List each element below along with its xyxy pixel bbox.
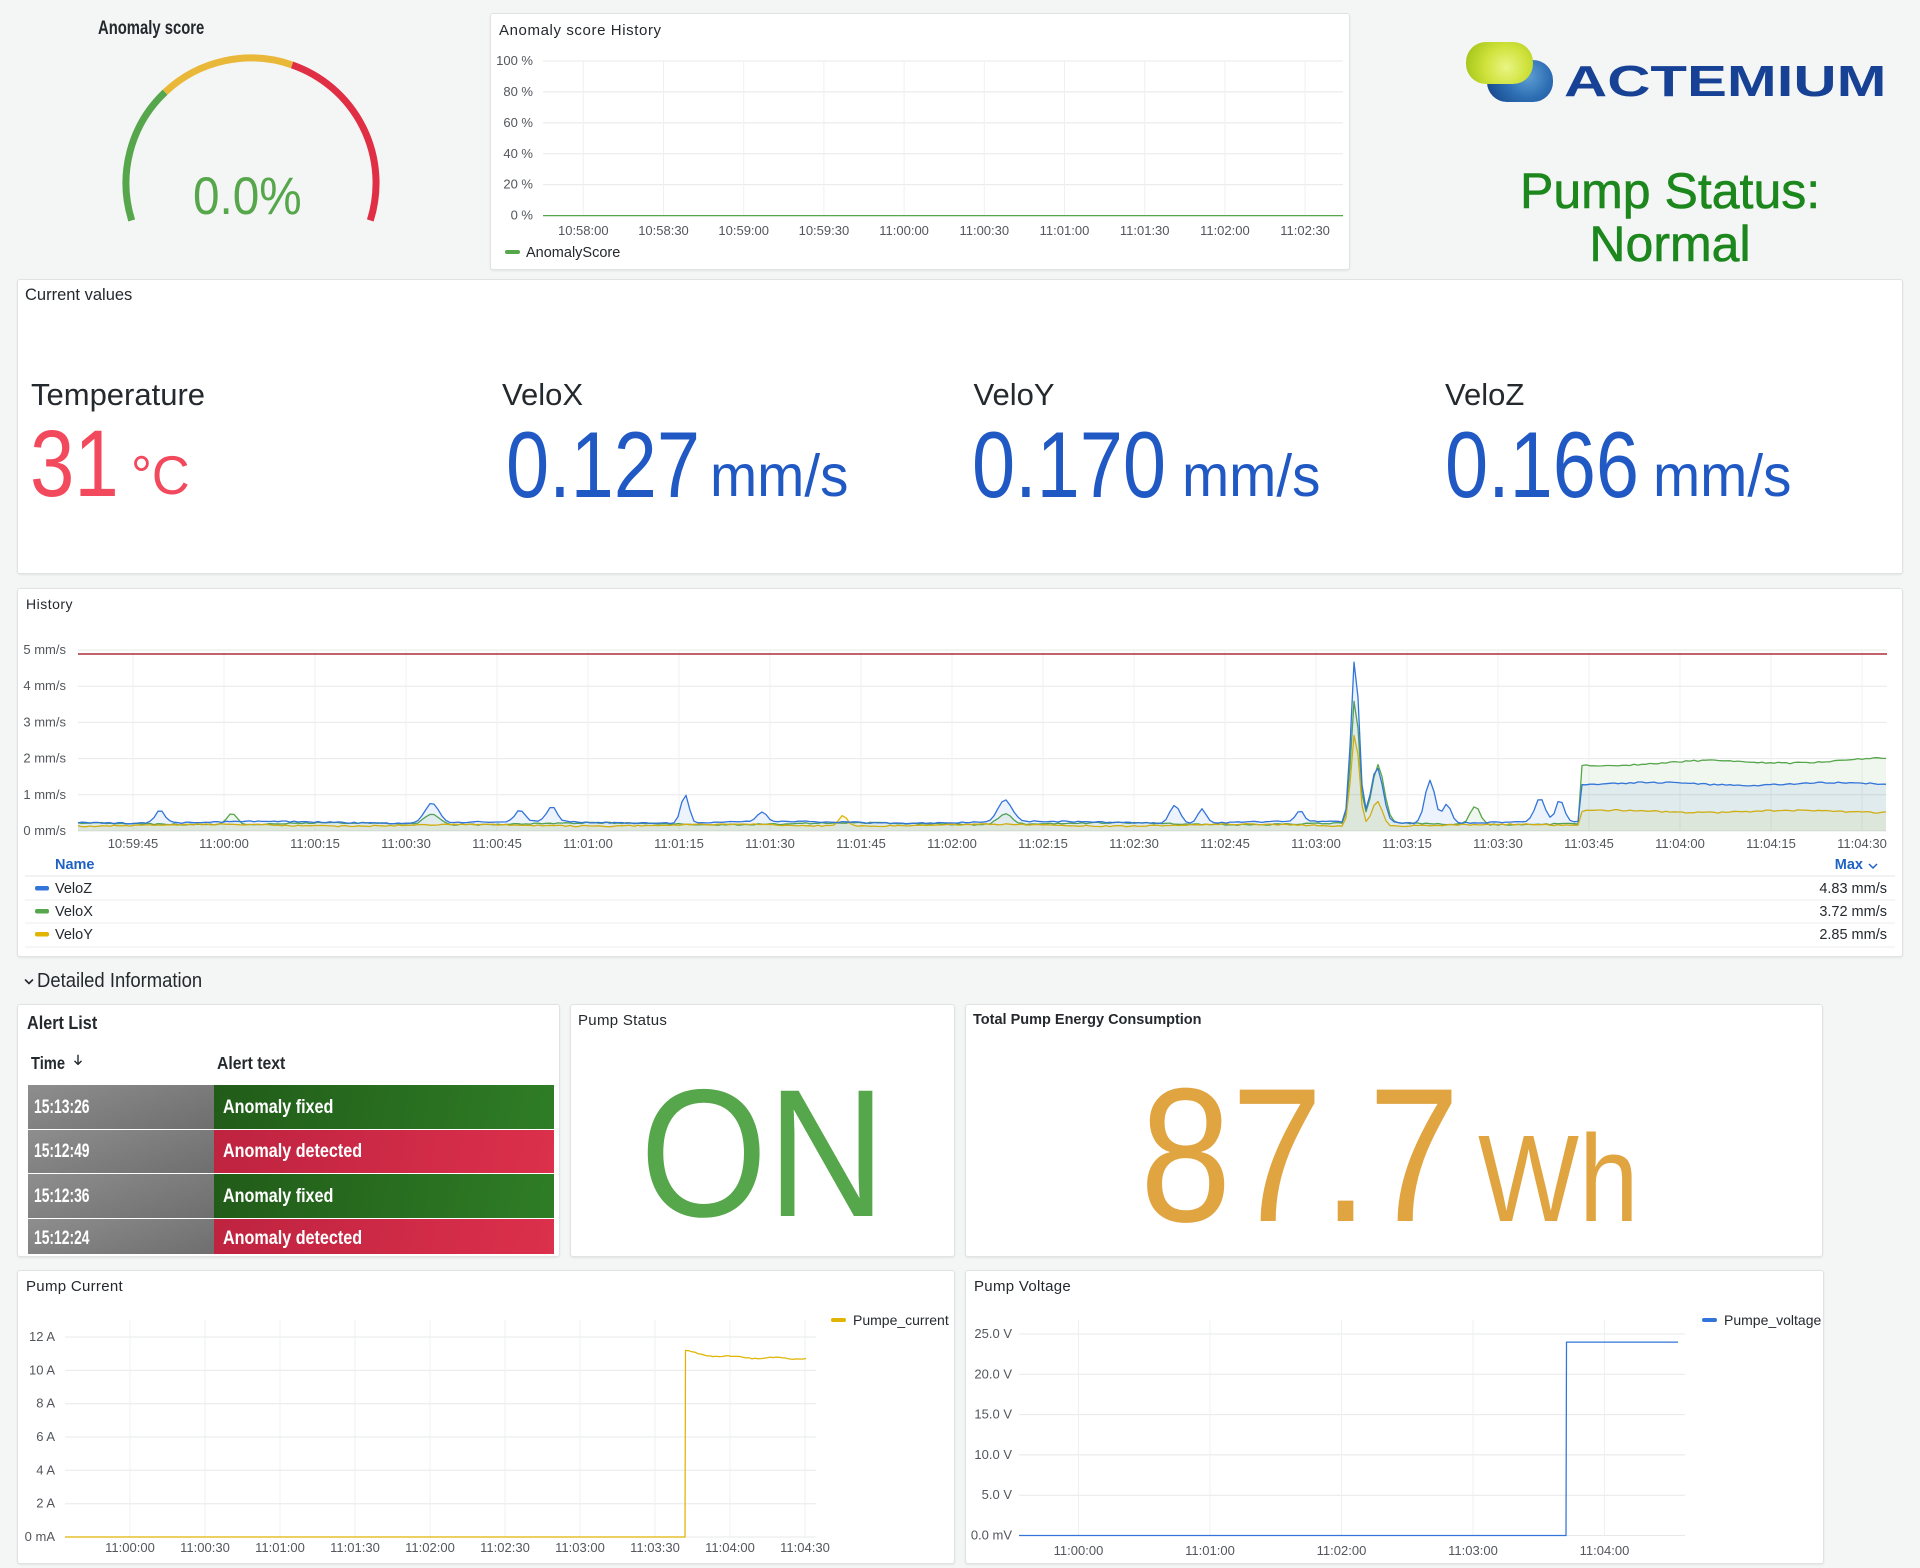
svg-text:11:03:30: 11:03:30 (630, 1540, 680, 1555)
svg-text:11:03:15: 11:03:15 (1382, 836, 1432, 851)
svg-text:11:00:30: 11:00:30 (180, 1540, 230, 1555)
svg-text:11:00:45: 11:00:45 (472, 836, 522, 851)
svg-text:VeloX: VeloX (55, 904, 93, 920)
svg-text:11:01:00: 11:01:00 (1040, 223, 1090, 238)
svg-text:11:01:00: 11:01:00 (255, 1540, 305, 1555)
svg-text:11:01:00: 11:01:00 (1185, 1543, 1235, 1558)
svg-text:15.0 V: 15.0 V (974, 1407, 1012, 1422)
svg-text:20 %: 20 % (503, 177, 533, 192)
svg-text:0 mm/s: 0 mm/s (23, 823, 66, 838)
svg-text:10:58:30: 10:58:30 (638, 223, 689, 238)
svg-text:11:00:15: 11:00:15 (290, 836, 340, 851)
svg-text:80 %: 80 % (503, 84, 533, 99)
svg-text:2 A: 2 A (36, 1496, 55, 1511)
svg-text:8 A: 8 A (36, 1396, 55, 1411)
svg-text:11:02:15: 11:02:15 (1018, 836, 1068, 851)
svg-text:10:59:00: 10:59:00 (718, 223, 769, 238)
svg-text:6 A: 6 A (36, 1429, 55, 1444)
svg-text:11:02:30: 11:02:30 (1280, 223, 1330, 238)
svg-text:11:03:30: 11:03:30 (1473, 836, 1523, 851)
svg-text:11:03:00: 11:03:00 (1448, 1543, 1498, 1558)
svg-text:60 %: 60 % (503, 115, 533, 130)
svg-text:11:03:45: 11:03:45 (1564, 836, 1614, 851)
svg-text:11:02:00: 11:02:00 (1317, 1543, 1367, 1558)
svg-text:AnomalyScore: AnomalyScore (526, 245, 620, 261)
svg-text:11:04:00: 11:04:00 (1655, 836, 1705, 851)
svg-text:2 mm/s: 2 mm/s (23, 751, 66, 766)
svg-text:20.0 V: 20.0 V (974, 1366, 1012, 1381)
svg-text:4 A: 4 A (36, 1462, 55, 1477)
svg-text:11:04:30: 11:04:30 (780, 1540, 830, 1555)
svg-text:10 A: 10 A (29, 1362, 55, 1377)
svg-text:Max: Max (1835, 857, 1863, 873)
svg-text:11:02:45: 11:02:45 (1200, 836, 1250, 851)
svg-text:10:59:30: 10:59:30 (799, 223, 850, 238)
svg-text:10:59:45: 10:59:45 (108, 836, 159, 851)
svg-text:11:02:00: 11:02:00 (405, 1540, 455, 1555)
svg-text:5 mm/s: 5 mm/s (23, 642, 66, 657)
svg-text:40 %: 40 % (503, 146, 533, 161)
svg-text:4 mm/s: 4 mm/s (23, 678, 66, 693)
svg-text:11:01:30: 11:01:30 (1120, 223, 1170, 238)
svg-text:11:04:15: 11:04:15 (1746, 836, 1796, 851)
svg-text:12 A: 12 A (29, 1329, 55, 1344)
svg-text:10.0 V: 10.0 V (974, 1447, 1012, 1462)
svg-text:1 mm/s: 1 mm/s (23, 787, 66, 802)
svg-text:0 %: 0 % (511, 208, 534, 223)
svg-text:3 mm/s: 3 mm/s (23, 714, 66, 729)
svg-text:0 mA: 0 mA (25, 1529, 56, 1544)
svg-text:Pumpe_voltage: Pumpe_voltage (1724, 1312, 1822, 1328)
svg-text:11:03:00: 11:03:00 (1291, 836, 1341, 851)
svg-text:4.83 mm/s: 4.83 mm/s (1819, 881, 1887, 897)
svg-text:11:01:45: 11:01:45 (836, 836, 886, 851)
svg-text:0.0 mV: 0.0 mV (971, 1528, 1013, 1543)
svg-text:11:01:15: 11:01:15 (654, 836, 704, 851)
svg-text:VeloZ: VeloZ (55, 881, 92, 897)
svg-text:10:58:00: 10:58:00 (558, 223, 609, 238)
svg-text:Pumpe_current: Pumpe_current (853, 1312, 949, 1328)
svg-text:11:04:00: 11:04:00 (705, 1540, 755, 1555)
svg-text:11:00:00: 11:00:00 (105, 1540, 155, 1555)
svg-text:11:00:00: 11:00:00 (199, 836, 249, 851)
svg-text:11:04:00: 11:04:00 (1580, 1543, 1630, 1558)
svg-text:Name: Name (55, 857, 95, 873)
svg-text:25.0 V: 25.0 V (974, 1326, 1012, 1341)
svg-text:11:00:30: 11:00:30 (381, 836, 431, 851)
svg-text:11:01:30: 11:01:30 (330, 1540, 380, 1555)
svg-text:11:00:00: 11:00:00 (1054, 1543, 1104, 1558)
svg-text:11:02:30: 11:02:30 (1109, 836, 1159, 851)
svg-text:3.72 mm/s: 3.72 mm/s (1819, 904, 1887, 920)
svg-text:11:02:00: 11:02:00 (1200, 223, 1250, 238)
svg-text:11:02:00: 11:02:00 (927, 836, 977, 851)
svg-text:11:00:00: 11:00:00 (879, 223, 929, 238)
svg-text:11:03:00: 11:03:00 (555, 1540, 605, 1555)
svg-text:5.0 V: 5.0 V (982, 1487, 1013, 1502)
svg-text:11:01:00: 11:01:00 (563, 836, 613, 851)
svg-text:VeloY: VeloY (55, 927, 93, 943)
svg-text:2.85 mm/s: 2.85 mm/s (1819, 927, 1887, 943)
svg-text:11:00:30: 11:00:30 (959, 223, 1009, 238)
svg-text:11:02:30: 11:02:30 (480, 1540, 530, 1555)
svg-text:11:04:30: 11:04:30 (1837, 836, 1887, 851)
svg-text:100 %: 100 % (496, 53, 533, 68)
svg-text:11:01:30: 11:01:30 (745, 836, 795, 851)
